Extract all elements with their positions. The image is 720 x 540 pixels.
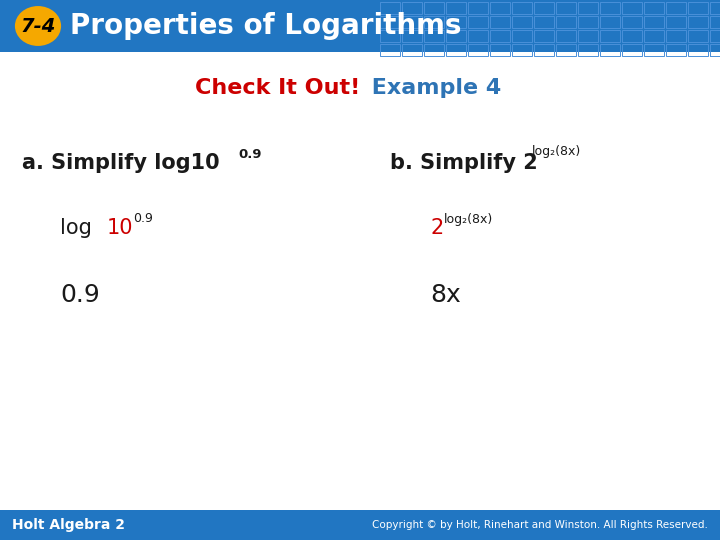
Text: b. Simplify 2: b. Simplify 2: [390, 153, 538, 173]
Bar: [512, 30, 532, 42]
Text: 0.9: 0.9: [238, 147, 261, 160]
Bar: [688, 16, 708, 28]
Text: Check It Out!: Check It Out!: [194, 78, 360, 98]
Text: log₂(8x): log₂(8x): [444, 213, 493, 226]
Bar: [688, 30, 708, 42]
Bar: [402, 44, 422, 56]
Bar: [490, 30, 510, 42]
Bar: [446, 30, 466, 42]
Bar: [688, 2, 708, 14]
Bar: [490, 16, 510, 28]
Bar: [380, 2, 400, 14]
Bar: [468, 2, 488, 14]
Bar: [490, 44, 510, 56]
Text: 2: 2: [430, 218, 444, 238]
Bar: [424, 30, 444, 42]
Bar: [666, 30, 686, 42]
Bar: [446, 2, 466, 14]
Bar: [512, 44, 532, 56]
FancyBboxPatch shape: [0, 510, 720, 540]
Bar: [380, 16, 400, 28]
Text: Holt Algebra 2: Holt Algebra 2: [12, 518, 125, 532]
Text: 0.9: 0.9: [60, 283, 100, 307]
Bar: [688, 44, 708, 56]
Text: Properties of Logarithms: Properties of Logarithms: [70, 12, 462, 40]
Bar: [402, 16, 422, 28]
Bar: [644, 44, 664, 56]
Bar: [446, 44, 466, 56]
Bar: [534, 30, 554, 42]
Bar: [578, 2, 598, 14]
Bar: [578, 44, 598, 56]
Bar: [710, 30, 720, 42]
Text: Example 4: Example 4: [364, 78, 501, 98]
Bar: [424, 44, 444, 56]
Bar: [468, 30, 488, 42]
Bar: [578, 30, 598, 42]
Bar: [556, 30, 576, 42]
Bar: [490, 2, 510, 14]
Bar: [512, 16, 532, 28]
Bar: [600, 44, 620, 56]
Ellipse shape: [15, 6, 61, 46]
Bar: [710, 44, 720, 56]
Bar: [622, 16, 642, 28]
Text: a. Simplify log10: a. Simplify log10: [22, 153, 220, 173]
Bar: [710, 16, 720, 28]
Bar: [424, 16, 444, 28]
Bar: [534, 44, 554, 56]
Bar: [512, 2, 532, 14]
FancyBboxPatch shape: [0, 0, 720, 52]
Bar: [644, 16, 664, 28]
Bar: [534, 16, 554, 28]
Bar: [710, 2, 720, 14]
Bar: [666, 44, 686, 56]
Bar: [556, 16, 576, 28]
Bar: [622, 30, 642, 42]
Text: Copyright © by Holt, Rinehart and Winston. All Rights Reserved.: Copyright © by Holt, Rinehart and Winsto…: [372, 520, 708, 530]
Bar: [380, 30, 400, 42]
Bar: [600, 16, 620, 28]
Bar: [556, 44, 576, 56]
Text: 10: 10: [107, 218, 133, 238]
Bar: [468, 16, 488, 28]
Text: 0.9: 0.9: [133, 213, 153, 226]
Bar: [402, 2, 422, 14]
Bar: [468, 44, 488, 56]
Bar: [622, 2, 642, 14]
Text: 7-4: 7-4: [20, 17, 55, 36]
Text: log: log: [60, 218, 99, 238]
Bar: [600, 2, 620, 14]
Bar: [424, 2, 444, 14]
Bar: [644, 2, 664, 14]
Bar: [402, 30, 422, 42]
Bar: [380, 44, 400, 56]
Bar: [666, 16, 686, 28]
Bar: [578, 16, 598, 28]
Bar: [644, 30, 664, 42]
Bar: [534, 2, 554, 14]
Bar: [622, 44, 642, 56]
Text: log₂(8x): log₂(8x): [532, 145, 581, 159]
Bar: [446, 16, 466, 28]
Bar: [600, 30, 620, 42]
Bar: [556, 2, 576, 14]
Text: 8x: 8x: [430, 283, 461, 307]
Bar: [666, 2, 686, 14]
